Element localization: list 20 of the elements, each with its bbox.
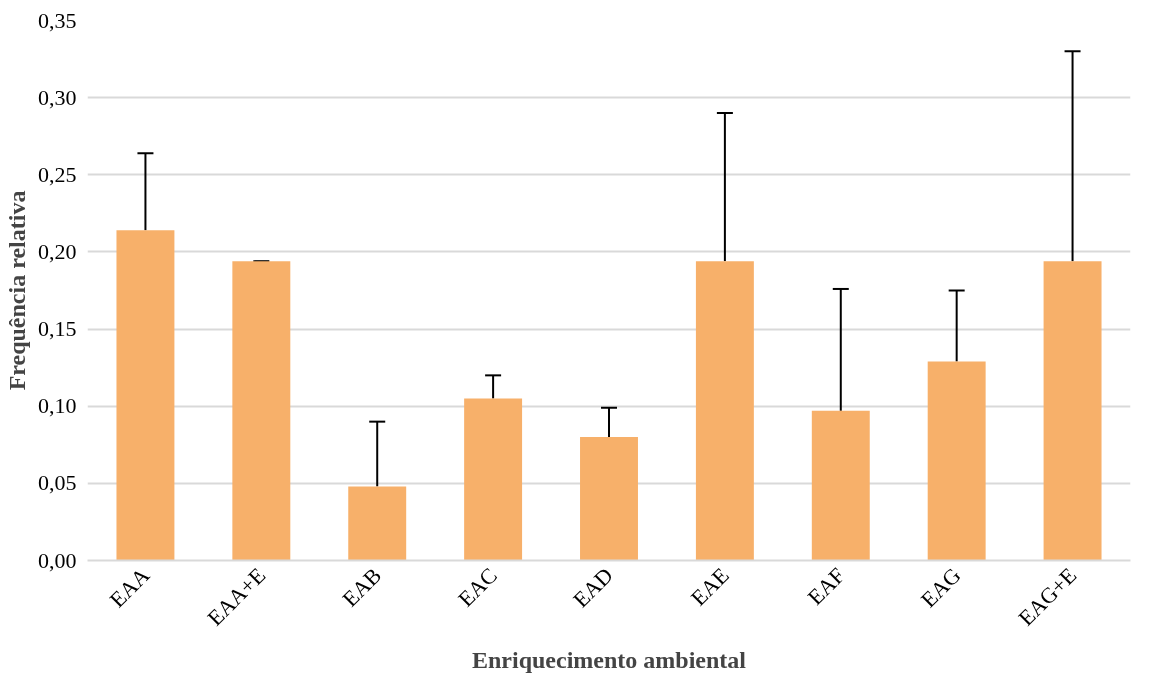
y-tick-label: 0,00 [38, 547, 77, 573]
x-tick-label: EAA [104, 562, 155, 613]
y-tick-label: 0,35 [38, 7, 77, 33]
y-axis-title: Frequência relativa [4, 190, 30, 391]
bar [811, 410, 870, 561]
bar [464, 398, 523, 561]
bar [695, 261, 754, 561]
y-tick-label: 0,20 [38, 238, 77, 264]
bar [232, 261, 291, 561]
y-tick-label: 0,10 [38, 393, 77, 419]
y-tick-label: 0,30 [38, 84, 77, 110]
y-tick-label: 0,15 [38, 316, 77, 342]
bar [927, 361, 986, 561]
bar [1043, 261, 1102, 561]
y-tick-label: 0,05 [38, 470, 77, 496]
x-axis-title: Enriquecimento ambiental [472, 647, 747, 674]
bar [348, 486, 407, 561]
bar [116, 230, 175, 561]
bar [580, 437, 638, 561]
y-tick-label: 0,25 [38, 161, 77, 187]
